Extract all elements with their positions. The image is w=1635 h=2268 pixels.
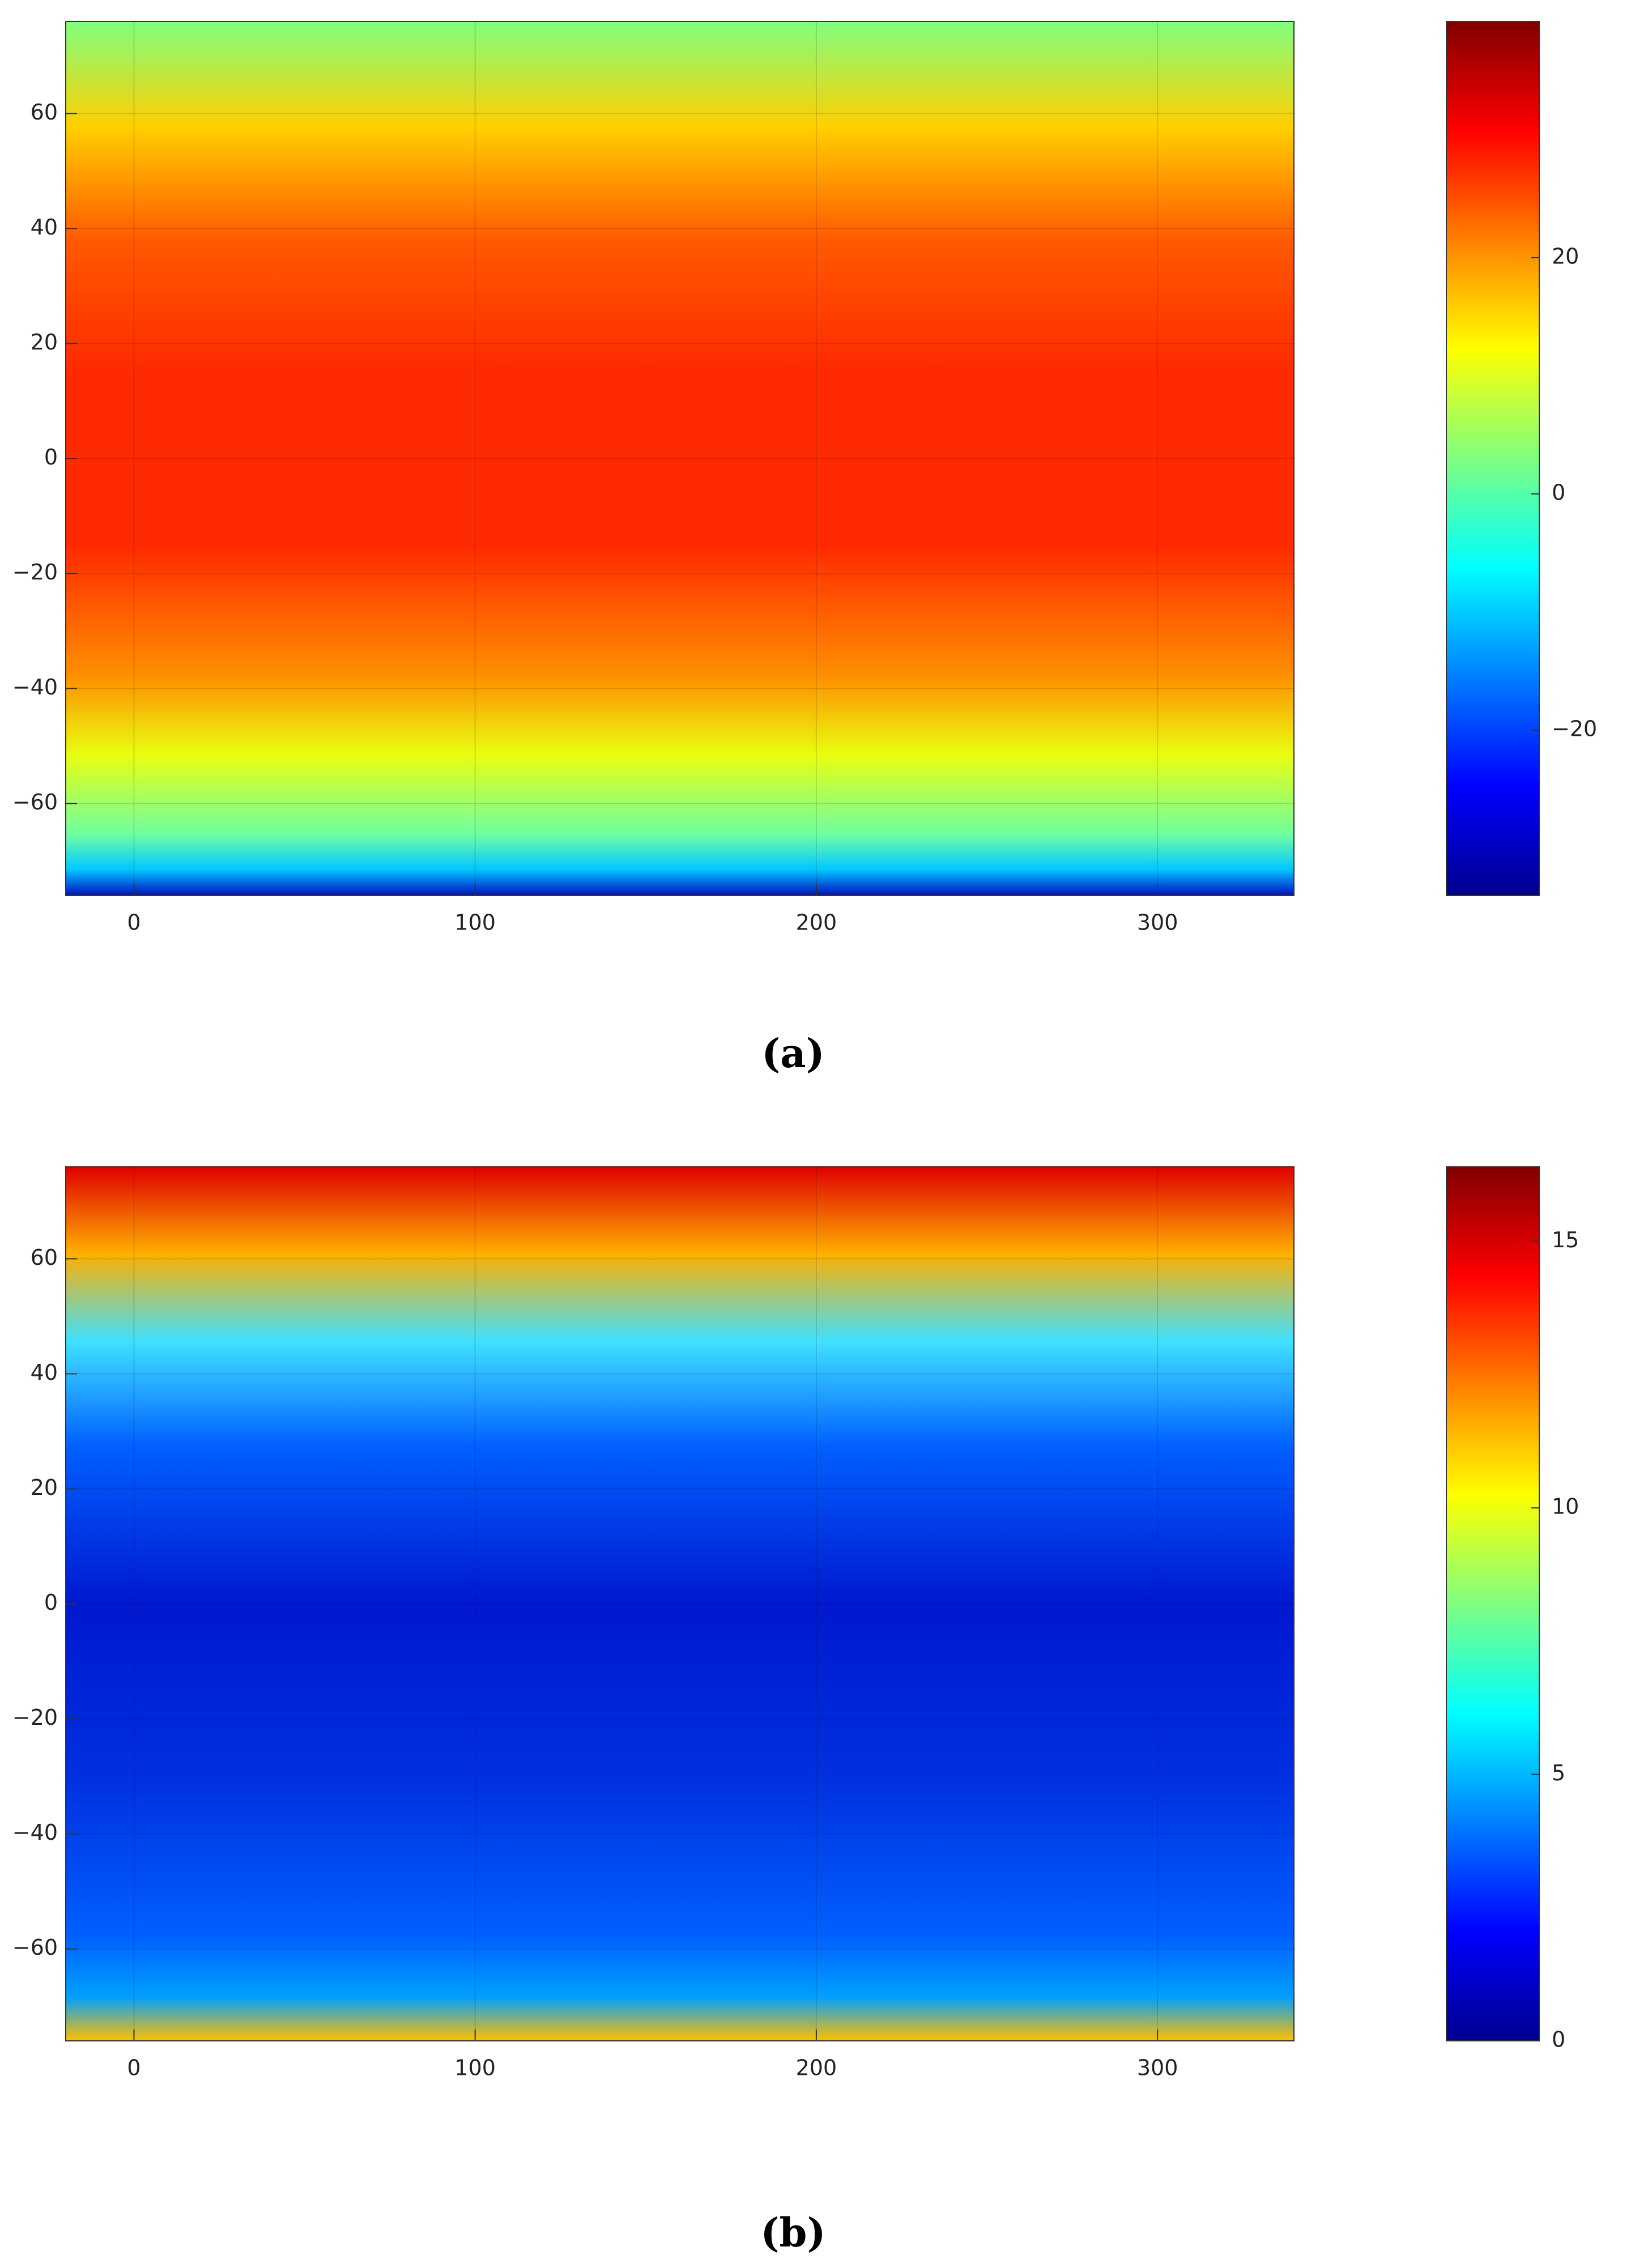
x-tick-label: 200 — [796, 2056, 837, 2081]
y-tick-label: 0 — [44, 445, 58, 470]
y-tick-label: −20 — [12, 1705, 58, 1730]
colorbar — [1446, 21, 1540, 896]
panel-caption: (a) — [761, 1030, 825, 1077]
y-tick-label: −40 — [12, 1820, 58, 1845]
x-tick-label: 300 — [1137, 2056, 1178, 2081]
y-tick-label: 60 — [31, 1245, 58, 1270]
colorbar-tick-label: 5 — [1552, 1760, 1565, 1785]
y-tick-label: 60 — [31, 100, 58, 125]
map-field — [66, 1167, 1294, 2041]
colorbar-tick-label: 0 — [1552, 480, 1565, 505]
y-tick-label: −20 — [12, 560, 58, 585]
y-tick-label: 40 — [31, 215, 58, 240]
x-tick-label: 100 — [454, 2056, 496, 2081]
colorbar-tick-label: 15 — [1552, 1227, 1579, 1252]
axes-frame — [65, 1166, 1295, 2041]
y-tick-label: −40 — [12, 675, 58, 700]
x-tick-label: 300 — [1137, 910, 1178, 935]
colorbar-tick-label: 20 — [1552, 244, 1579, 269]
y-tick-label: 40 — [31, 1360, 58, 1385]
panel-caption: (b) — [760, 2209, 825, 2256]
axes-frame — [65, 21, 1295, 896]
x-tick-label: 100 — [454, 910, 496, 935]
colorbar-tick-label: 10 — [1552, 1494, 1579, 1519]
x-tick-label: 0 — [127, 2056, 140, 2081]
y-tick-label: −60 — [12, 790, 58, 815]
map-field — [66, 22, 1294, 896]
colorbar — [1446, 1166, 1540, 2041]
colorbar-tick-label: −20 — [1552, 717, 1597, 741]
y-tick-label: 20 — [31, 1475, 58, 1500]
colorbar-tick-label: 0 — [1552, 2027, 1565, 2052]
y-tick-label: −60 — [12, 1935, 58, 1960]
y-tick-label: 0 — [44, 1590, 58, 1615]
x-tick-label: 200 — [796, 910, 837, 935]
y-tick-label: 20 — [31, 330, 58, 355]
x-tick-label: 0 — [127, 910, 140, 935]
